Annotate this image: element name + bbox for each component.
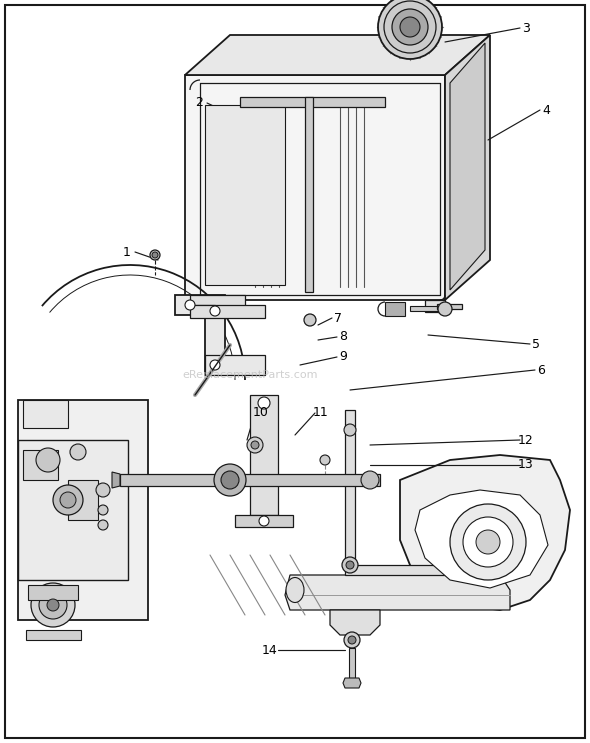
Polygon shape: [343, 678, 361, 688]
Polygon shape: [250, 395, 278, 515]
Circle shape: [98, 520, 108, 530]
Bar: [410, 306, 445, 311]
Polygon shape: [450, 43, 485, 290]
Text: 13: 13: [518, 458, 534, 472]
Circle shape: [39, 591, 67, 619]
Text: 6: 6: [537, 363, 545, 377]
Circle shape: [60, 492, 76, 508]
Bar: [437, 304, 462, 309]
Bar: [28, 585, 78, 600]
Polygon shape: [345, 410, 355, 570]
Circle shape: [150, 250, 160, 260]
Bar: [120, 474, 380, 486]
Text: 5: 5: [532, 337, 540, 351]
Text: 1: 1: [123, 245, 131, 259]
Circle shape: [361, 471, 379, 489]
Circle shape: [438, 302, 452, 316]
Circle shape: [98, 505, 108, 515]
Circle shape: [450, 504, 526, 580]
Polygon shape: [345, 565, 450, 575]
Bar: [23, 400, 68, 428]
Circle shape: [392, 9, 428, 45]
Circle shape: [400, 17, 420, 37]
Circle shape: [96, 483, 110, 497]
Circle shape: [70, 444, 86, 460]
Circle shape: [259, 516, 269, 526]
Circle shape: [185, 300, 195, 310]
Circle shape: [258, 397, 270, 409]
Text: 3: 3: [522, 22, 530, 34]
Polygon shape: [190, 305, 265, 318]
Polygon shape: [415, 490, 548, 588]
Circle shape: [346, 561, 354, 569]
Bar: [26, 630, 81, 640]
Polygon shape: [18, 440, 128, 580]
Text: 4: 4: [542, 103, 550, 117]
Polygon shape: [235, 515, 293, 527]
Bar: [23, 450, 58, 480]
Text: 8: 8: [339, 331, 347, 343]
Polygon shape: [112, 472, 120, 488]
Polygon shape: [185, 75, 445, 300]
Polygon shape: [445, 35, 490, 300]
Bar: [68, 480, 98, 520]
Circle shape: [320, 455, 330, 465]
Polygon shape: [18, 400, 148, 620]
Circle shape: [36, 448, 60, 472]
Circle shape: [344, 424, 356, 436]
Circle shape: [476, 530, 500, 554]
Circle shape: [210, 360, 220, 370]
Circle shape: [384, 1, 436, 53]
Circle shape: [348, 636, 356, 644]
Circle shape: [463, 517, 513, 567]
Circle shape: [53, 485, 83, 515]
Text: 9: 9: [339, 351, 347, 363]
Circle shape: [221, 471, 239, 489]
Text: 10: 10: [253, 406, 269, 420]
Circle shape: [210, 306, 220, 316]
Circle shape: [152, 252, 158, 258]
Polygon shape: [425, 300, 445, 312]
Text: 7: 7: [334, 311, 342, 325]
Bar: [305, 97, 313, 292]
Bar: [349, 648, 355, 678]
Ellipse shape: [286, 577, 304, 603]
Polygon shape: [185, 35, 490, 75]
Polygon shape: [205, 105, 285, 285]
Circle shape: [342, 557, 358, 573]
Polygon shape: [330, 610, 380, 635]
Text: 11: 11: [313, 406, 329, 420]
Text: eReplacementParts.com: eReplacementParts.com: [182, 370, 318, 380]
Text: 2: 2: [195, 97, 203, 109]
Text: 12: 12: [518, 433, 534, 447]
Circle shape: [247, 437, 263, 453]
Text: 14: 14: [262, 643, 278, 657]
Circle shape: [251, 441, 259, 449]
Circle shape: [214, 464, 246, 496]
Bar: [240, 97, 385, 107]
Polygon shape: [190, 295, 245, 315]
Circle shape: [304, 314, 316, 326]
Polygon shape: [285, 575, 510, 610]
Circle shape: [47, 599, 59, 611]
Circle shape: [378, 0, 442, 59]
Circle shape: [31, 583, 75, 627]
Circle shape: [344, 632, 360, 648]
Polygon shape: [205, 355, 265, 375]
Polygon shape: [385, 302, 405, 316]
Polygon shape: [175, 295, 225, 375]
Polygon shape: [400, 455, 570, 610]
